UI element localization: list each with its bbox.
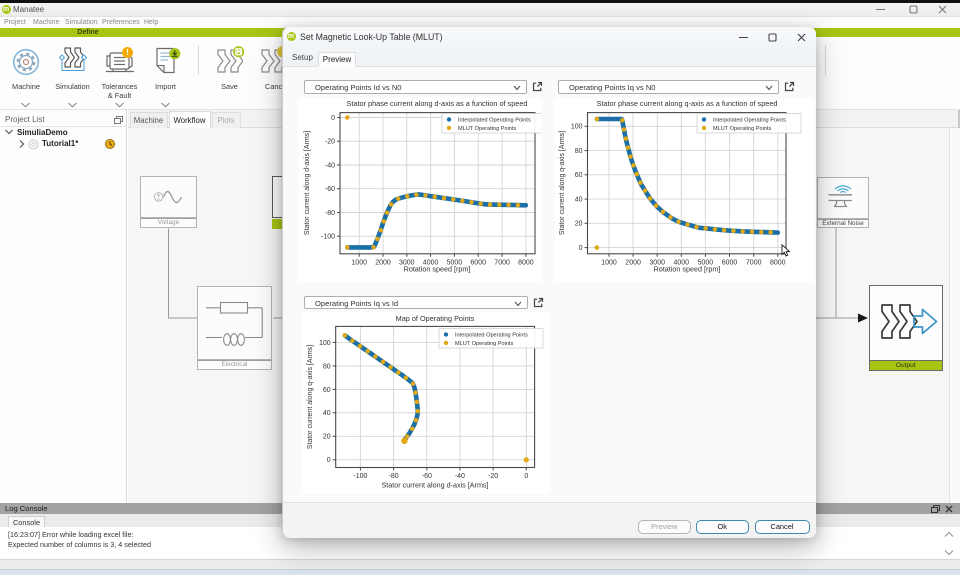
svg-text:MLUT Operating Points: MLUT Operating Points <box>458 126 517 132</box>
svg-text:40: 40 <box>575 197 583 204</box>
svg-text:60: 60 <box>575 172 583 179</box>
svg-text:7000: 7000 <box>746 259 762 266</box>
svg-text:-100: -100 <box>353 473 367 480</box>
svg-text:40: 40 <box>323 410 331 417</box>
svg-text:Stator current along q-axis [A: Stator current along q-axis [Arms] <box>307 345 314 449</box>
svg-text:5000: 5000 <box>698 259 714 266</box>
svg-text:MLUT Operating Points: MLUT Operating Points <box>713 126 772 132</box>
svg-text:6000: 6000 <box>470 259 486 266</box>
svg-text:-40: -40 <box>325 162 335 169</box>
svg-text:2000: 2000 <box>625 259 641 266</box>
svg-text:-40: -40 <box>455 473 465 480</box>
svg-text:4000: 4000 <box>423 259 439 266</box>
svg-text:8000: 8000 <box>770 259 786 266</box>
svg-text:-60: -60 <box>325 186 335 193</box>
svg-text:0: 0 <box>579 245 583 252</box>
svg-text:Stator current along d-axis [A: Stator current along d-axis [Arms] <box>304 131 311 235</box>
svg-text:8000: 8000 <box>518 259 534 266</box>
svg-text:Map of Operating Points: Map of Operating Points <box>396 314 475 323</box>
svg-text:-20: -20 <box>488 473 498 480</box>
svg-text:60: 60 <box>323 387 331 394</box>
svg-text:0: 0 <box>331 115 335 122</box>
svg-text:20: 20 <box>323 434 331 441</box>
svg-text:-80: -80 <box>389 473 399 480</box>
svg-text:Rotation speed [rpm]: Rotation speed [rpm] <box>654 265 721 274</box>
svg-text:0: 0 <box>327 457 331 464</box>
svg-text:-80: -80 <box>325 210 335 217</box>
svg-text:Stator current along q-axis [A: Stator current along q-axis [Arms] <box>559 131 566 235</box>
svg-text:Interpolated Operating Points: Interpolated Operating Points <box>455 333 528 339</box>
svg-text:1000: 1000 <box>601 259 617 266</box>
svg-text:Rotation speed [rpm]: Rotation speed [rpm] <box>404 265 471 274</box>
svg-text:2000: 2000 <box>375 259 391 266</box>
svg-text:0: 0 <box>524 473 528 480</box>
svg-text:Interpolated Operating Points: Interpolated Operating Points <box>713 118 786 124</box>
svg-text:100: 100 <box>319 340 331 347</box>
svg-text:5000: 5000 <box>447 259 463 266</box>
svg-text:100: 100 <box>571 124 583 131</box>
svg-text:-20: -20 <box>325 139 335 146</box>
svg-text:Stator phase current along d-a: Stator phase current along d-axis as a f… <box>347 99 528 108</box>
svg-text:Stator current along d-axis [A: Stator current along d-axis [Arms] <box>381 481 488 490</box>
svg-text:3000: 3000 <box>649 259 665 266</box>
svg-text:Interpolated Operating Points: Interpolated Operating Points <box>458 118 531 124</box>
svg-text:3000: 3000 <box>399 259 415 266</box>
svg-text:80: 80 <box>323 363 331 370</box>
svg-text:-100: -100 <box>321 234 335 241</box>
svg-text:80: 80 <box>575 148 583 155</box>
svg-text:1000: 1000 <box>351 259 367 266</box>
svg-text:MLUT Operating Points: MLUT Operating Points <box>455 341 514 347</box>
svg-text:-60: -60 <box>422 473 432 480</box>
svg-text:6000: 6000 <box>722 259 738 266</box>
svg-text:4000: 4000 <box>674 259 690 266</box>
svg-text:20: 20 <box>575 221 583 228</box>
svg-text:Stator phase current along q-a: Stator phase current along q-axis as a f… <box>597 99 778 108</box>
svg-text:7000: 7000 <box>494 259 510 266</box>
